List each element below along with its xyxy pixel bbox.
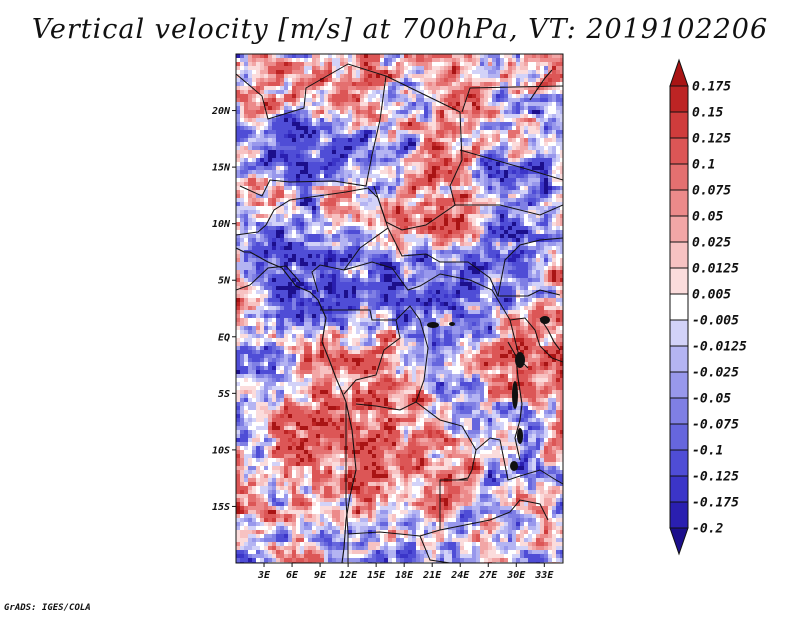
colorbar-level-label: 0.1 [692,158,715,173]
colorbar-level-label: 0.125 [692,132,731,147]
lon-tick-label: 21E [422,570,442,581]
colorbar-bin [669,319,689,347]
lon-tick-label: 27E [478,570,498,581]
lat-tick-label: 10S [212,445,230,456]
colorbar-bin [669,241,689,269]
colorbar-level-label: -0.2 [692,522,723,537]
lakes [427,316,550,471]
colorbar-level-label: -0.125 [692,470,739,485]
lon-tick-label: 24E [450,570,470,581]
colorbar-bin [669,293,689,321]
lon-tick-label: 30E [506,570,526,581]
longitude-axis: 3E 6E 9E 12E 15E 18E 21E 24E 27E 30E 33E [257,563,554,581]
lat-tick-label: 15S [212,502,230,513]
lon-tick-label: 33E [534,570,554,581]
colorbar-level-label: 0.005 [692,288,731,303]
lat-tick-label: 5N [218,276,231,287]
lat-tick-label: 20N [211,106,231,117]
latitude-axis: 20N 15N 10N 5N EQ 5S 10S 15S [211,106,236,513]
colorbar-level-label: -0.1 [692,444,723,459]
colorbar-level-label: 0.05 [692,210,723,225]
colorbar-level-label: 0.025 [692,236,731,251]
colorbar-bin [669,267,689,295]
colorbar-bin [669,397,689,425]
colorbar-level-label: -0.005 [692,314,739,329]
lon-tick-label: 9E [314,570,327,581]
colorbar-bin [669,137,689,165]
colorbar-level-label: -0.0125 [692,340,747,355]
chart-title: Vertical velocity [m/s] at 700hPa, VT: 2… [31,14,769,45]
colorbar-bin [669,475,689,503]
colorbar: -0.2 -0.175 -0.125 -0.1 -0.075 -0.05 -0.025 -0.… [669,58,747,556]
colorbar-bin [669,58,689,87]
lon-tick-label: 18E [395,570,414,581]
software-credit: GrADS: IGES/COLA [4,603,91,613]
colorbar-level-label: 0.175 [692,80,731,95]
colorbar-level-label: -0.075 [692,418,739,433]
colorbar-level-label: 0.15 [692,106,723,121]
colorbar-bin [669,163,689,191]
colorbar-level-label: 0.0125 [692,262,739,277]
lon-tick-label: 3E [257,570,271,581]
colorbar-level-label: -0.05 [692,392,731,407]
lon-tick-label: 15E [367,570,386,581]
velocity-field [236,54,563,563]
colorbar-level-label: 0.075 [692,184,731,199]
colorbar-bin [669,345,689,373]
colorbar-bin [669,111,689,139]
colorbar-level-label: -0.025 [692,366,739,381]
lat-tick-label: 10N [212,219,231,230]
colorbar-bin [669,215,689,243]
lat-tick-label: 5S [218,389,230,400]
lon-tick-label: 12E [339,570,358,581]
colorbar-bin [669,449,689,477]
colorbar-bin [669,371,689,399]
colorbar-bin [669,189,689,217]
colorbar-level-label: -0.175 [692,496,739,511]
lon-tick-label: 6E [286,570,299,581]
country-borders [236,63,563,563]
lat-tick-label: 15N [212,163,231,174]
colorbar-bin [669,527,689,556]
map-frame [235,53,564,564]
colorbar-bin [669,423,689,451]
colorbar-bin [669,501,689,529]
lat-tick-label: EQ [218,332,230,343]
colorbar-bin [669,85,689,113]
